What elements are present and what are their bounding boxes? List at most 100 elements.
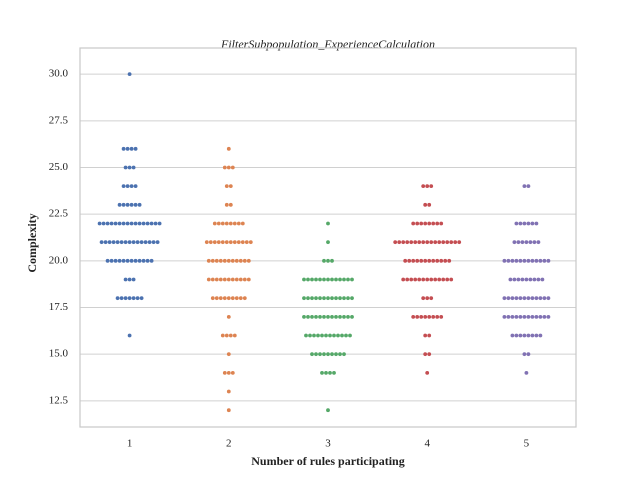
y-tick-label: 22.5 xyxy=(49,208,69,220)
point xyxy=(314,352,318,357)
point xyxy=(212,221,217,226)
point xyxy=(127,240,132,245)
point xyxy=(514,296,519,301)
point xyxy=(546,314,551,319)
point xyxy=(336,333,340,338)
point xyxy=(514,258,519,263)
point xyxy=(528,240,533,245)
point xyxy=(346,314,350,319)
point xyxy=(222,370,227,375)
point xyxy=(510,258,515,263)
point xyxy=(449,240,454,245)
point xyxy=(421,184,426,189)
point xyxy=(226,277,231,282)
point xyxy=(510,296,515,301)
point xyxy=(431,221,436,226)
point xyxy=(530,258,535,263)
point xyxy=(133,258,138,263)
point xyxy=(119,240,124,245)
plot-frame xyxy=(79,47,577,428)
point xyxy=(224,184,229,189)
point xyxy=(536,277,541,282)
point xyxy=(115,296,120,301)
point xyxy=(121,202,126,207)
point xyxy=(518,296,523,301)
point xyxy=(506,314,511,319)
point xyxy=(433,277,438,282)
point xyxy=(417,240,422,245)
point xyxy=(204,240,209,245)
point xyxy=(342,314,346,319)
point xyxy=(330,277,334,282)
point xyxy=(403,258,408,263)
point xyxy=(427,352,432,357)
point xyxy=(393,240,398,245)
point xyxy=(230,370,235,375)
point xyxy=(107,240,112,245)
point xyxy=(502,296,507,301)
point xyxy=(226,370,231,375)
point xyxy=(244,240,249,245)
point xyxy=(117,221,122,226)
point xyxy=(538,333,543,338)
point xyxy=(135,296,140,301)
point xyxy=(121,258,126,263)
point xyxy=(520,240,525,245)
point xyxy=(435,258,440,263)
point xyxy=(113,221,118,226)
point xyxy=(127,277,132,282)
point xyxy=(429,184,434,189)
point xyxy=(222,258,227,263)
point xyxy=(302,296,306,301)
point xyxy=(508,277,513,282)
point xyxy=(433,240,438,245)
point xyxy=(429,277,434,282)
point xyxy=(149,221,154,226)
point xyxy=(111,240,116,245)
point xyxy=(234,277,239,282)
point xyxy=(344,333,348,338)
point xyxy=(228,333,233,338)
point xyxy=(131,240,136,245)
point xyxy=(439,258,444,263)
point xyxy=(109,221,114,226)
point xyxy=(441,240,446,245)
point xyxy=(510,314,515,319)
point xyxy=(248,240,253,245)
point xyxy=(526,333,531,338)
point xyxy=(330,352,334,357)
point xyxy=(334,314,338,319)
point xyxy=(405,277,410,282)
point xyxy=(312,333,316,338)
point xyxy=(332,333,336,338)
point xyxy=(206,277,211,282)
point xyxy=(230,258,235,263)
point xyxy=(246,277,251,282)
y-tick-label: 12.5 xyxy=(49,394,69,406)
point xyxy=(226,314,231,319)
chart-title: FilterSubpopulation_ExperienceCalculatio… xyxy=(220,37,435,51)
point xyxy=(306,314,310,319)
point xyxy=(129,184,134,189)
point xyxy=(407,258,412,263)
point xyxy=(131,277,136,282)
point xyxy=(310,314,314,319)
point xyxy=(206,258,211,263)
point xyxy=(425,370,430,375)
point xyxy=(147,240,152,245)
point xyxy=(522,184,527,189)
x-tick-label: 5 xyxy=(524,438,530,450)
point xyxy=(419,221,424,226)
point xyxy=(123,165,128,170)
point xyxy=(226,352,231,357)
point xyxy=(522,333,527,338)
point xyxy=(322,352,326,357)
point xyxy=(530,296,535,301)
point xyxy=(423,202,428,207)
point xyxy=(133,184,138,189)
point xyxy=(133,221,138,226)
point xyxy=(397,240,402,245)
point xyxy=(306,277,310,282)
point xyxy=(226,146,231,151)
